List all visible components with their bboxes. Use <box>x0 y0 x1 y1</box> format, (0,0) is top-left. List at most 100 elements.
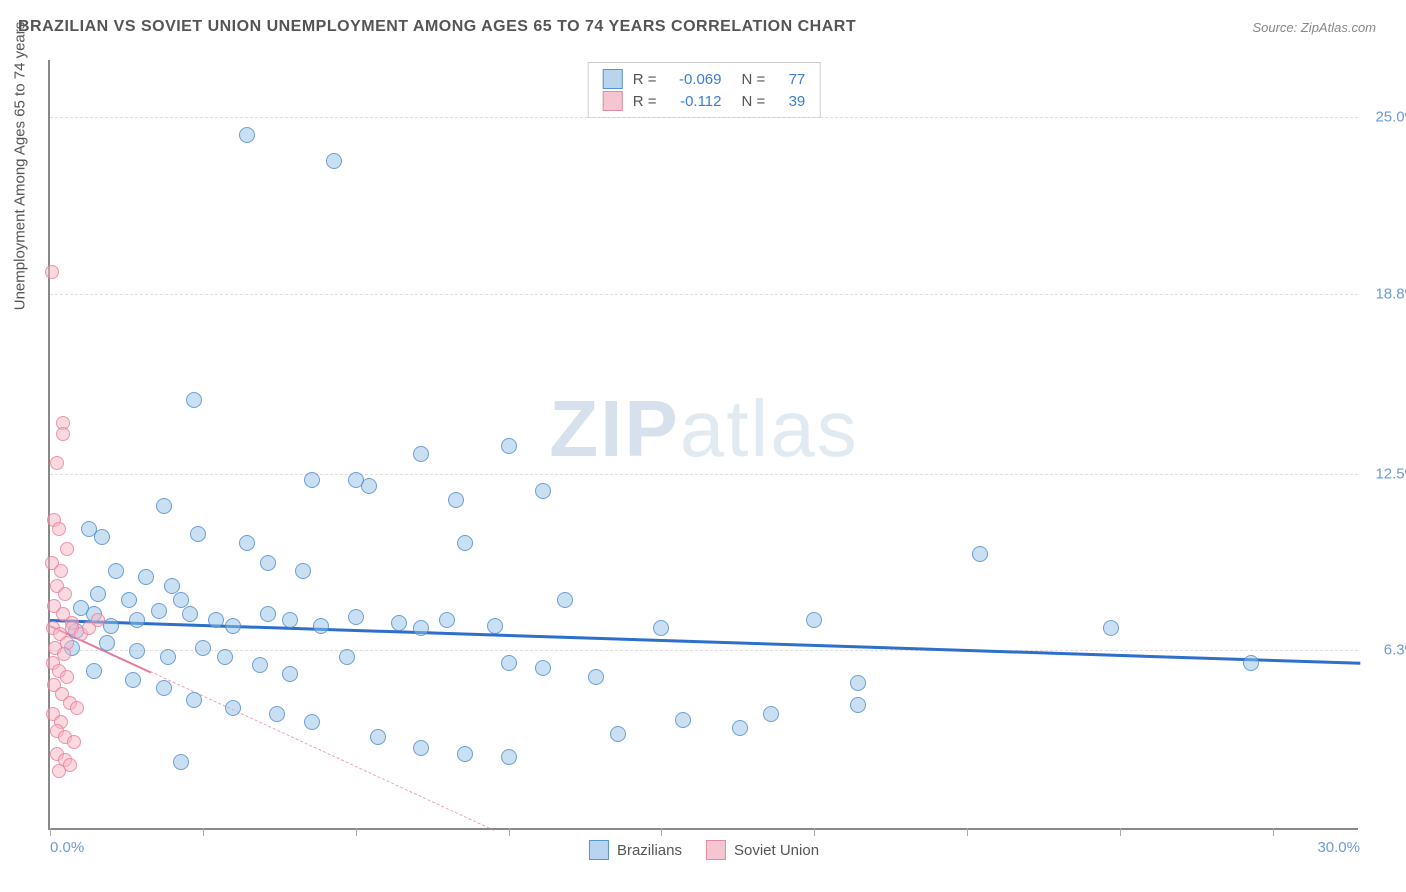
legend-label-soviet: Soviet Union <box>734 842 819 859</box>
data-point-brazilians <box>260 606 276 622</box>
data-point-brazilians <box>156 498 172 514</box>
n-label: N = <box>742 71 766 88</box>
swatch-soviet <box>603 91 623 111</box>
watermark-light: atlas <box>680 384 859 473</box>
data-point-brazilians <box>304 714 320 730</box>
x-tick-label: 30.0% <box>1317 839 1360 856</box>
trend-line <box>50 619 1360 665</box>
data-point-soviet <box>56 427 70 441</box>
data-point-brazilians <box>763 706 779 722</box>
r-label: R = <box>633 71 657 88</box>
gridline <box>50 650 1358 651</box>
data-point-brazilians <box>457 535 473 551</box>
r-value-brazilians: -0.069 <box>667 71 722 88</box>
n-label: N = <box>742 93 766 110</box>
data-point-brazilians <box>370 729 386 745</box>
x-tick <box>1120 828 1121 836</box>
data-point-brazilians <box>269 706 285 722</box>
data-point-soviet <box>52 522 66 536</box>
n-value-brazilians: 77 <box>775 71 805 88</box>
data-point-brazilians <box>138 569 154 585</box>
trend-line-dashed <box>150 671 495 831</box>
data-point-brazilians <box>732 720 748 736</box>
data-point-soviet <box>60 670 74 684</box>
data-point-brazilians <box>1243 655 1259 671</box>
legend-label-brazilians: Brazilians <box>617 842 682 859</box>
data-point-brazilians <box>195 640 211 656</box>
data-point-brazilians <box>675 712 691 728</box>
legend-item-soviet: Soviet Union <box>706 840 819 860</box>
y-tick-label: 25.0% <box>1375 109 1406 126</box>
data-point-brazilians <box>260 555 276 571</box>
data-point-brazilians <box>413 620 429 636</box>
data-point-soviet <box>70 701 84 715</box>
data-point-soviet <box>58 587 72 601</box>
data-point-soviet <box>67 735 81 749</box>
data-point-brazilians <box>457 746 473 762</box>
data-point-brazilians <box>413 446 429 462</box>
stats-row-brazilians: R = -0.069 N = 77 <box>603 69 806 89</box>
series-legend: Brazilians Soviet Union <box>589 840 819 860</box>
r-label: R = <box>633 93 657 110</box>
data-point-brazilians <box>103 618 119 634</box>
data-point-brazilians <box>282 666 298 682</box>
data-point-brazilians <box>160 649 176 665</box>
y-tick-label: 18.8% <box>1375 285 1406 302</box>
x-tick <box>1273 828 1274 836</box>
data-point-brazilians <box>588 669 604 685</box>
data-point-brazilians <box>156 680 172 696</box>
stats-row-soviet: R = -0.112 N = 39 <box>603 91 806 111</box>
data-point-brazilians <box>182 606 198 622</box>
data-point-brazilians <box>850 697 866 713</box>
gridline <box>50 117 1358 118</box>
x-tick <box>203 828 204 836</box>
data-point-brazilians <box>208 612 224 628</box>
data-point-brazilians <box>108 563 124 579</box>
data-point-brazilians <box>282 612 298 628</box>
data-point-brazilians <box>121 592 137 608</box>
data-point-soviet <box>60 542 74 556</box>
data-point-soviet <box>54 564 68 578</box>
swatch-brazilians <box>603 69 623 89</box>
y-tick-label: 12.5% <box>1375 465 1406 482</box>
data-point-brazilians <box>535 660 551 676</box>
data-point-brazilians <box>186 692 202 708</box>
data-point-brazilians <box>99 635 115 651</box>
watermark-bold: ZIP <box>549 384 679 473</box>
data-point-brazilians <box>413 740 429 756</box>
data-point-brazilians <box>361 478 377 494</box>
data-point-brazilians <box>186 392 202 408</box>
data-point-soviet <box>45 265 59 279</box>
data-point-brazilians <box>190 526 206 542</box>
data-point-brazilians <box>225 618 241 634</box>
data-point-brazilians <box>448 492 464 508</box>
data-point-brazilians <box>313 618 329 634</box>
data-point-brazilians <box>535 483 551 499</box>
data-point-brazilians <box>1103 620 1119 636</box>
data-point-brazilians <box>487 618 503 634</box>
data-point-soviet <box>50 456 64 470</box>
data-point-soviet <box>91 613 105 627</box>
data-point-brazilians <box>129 612 145 628</box>
data-point-brazilians <box>557 592 573 608</box>
gridline <box>50 474 1358 475</box>
data-point-brazilians <box>239 535 255 551</box>
data-point-brazilians <box>806 612 822 628</box>
data-point-brazilians <box>326 153 342 169</box>
x-tick <box>814 828 815 836</box>
data-point-brazilians <box>173 754 189 770</box>
data-point-brazilians <box>501 438 517 454</box>
x-tick <box>356 828 357 836</box>
data-point-brazilians <box>653 620 669 636</box>
r-value-soviet: -0.112 <box>667 93 722 110</box>
data-point-brazilians <box>972 546 988 562</box>
data-point-brazilians <box>151 603 167 619</box>
x-tick <box>661 828 662 836</box>
data-point-brazilians <box>501 655 517 671</box>
data-point-brazilians <box>129 643 145 659</box>
data-point-brazilians <box>217 649 233 665</box>
y-tick-label: 6.3% <box>1384 642 1406 659</box>
data-point-brazilians <box>239 127 255 143</box>
data-point-brazilians <box>391 615 407 631</box>
gridline <box>50 294 1358 295</box>
